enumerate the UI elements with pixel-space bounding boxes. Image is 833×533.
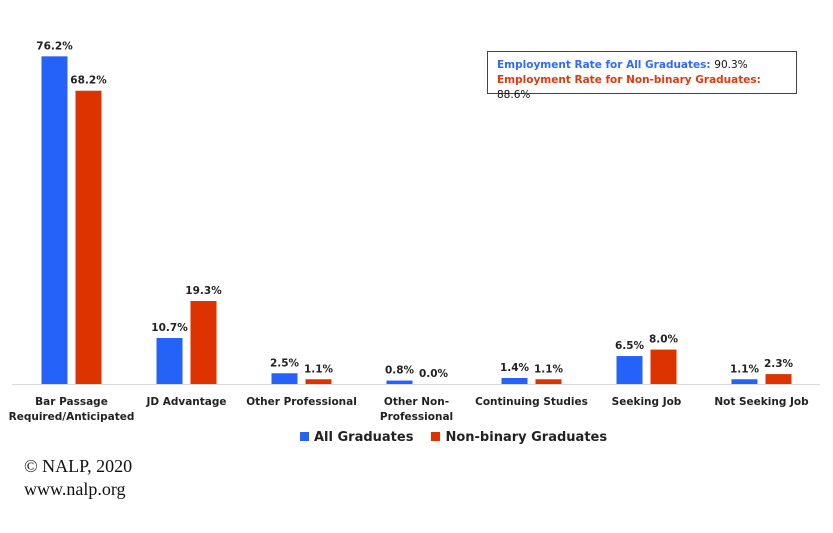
x-tick-label: Other Non- — [384, 396, 449, 408]
x-tick-label: Not Seeking Job — [714, 396, 809, 408]
data-label: 1.1% — [304, 363, 334, 375]
data-label: 19.3% — [185, 285, 222, 297]
employment-rate-all: Employment Rate for All Graduates: 90.3% — [497, 58, 796, 73]
website: www.nalp.org — [24, 479, 126, 499]
bar-nonbinary — [190, 301, 217, 384]
data-label: 0.0% — [419, 368, 449, 380]
x-tick-label: Required/Anticipated — [9, 411, 135, 423]
copyright: © NALP, 2020 — [24, 456, 133, 476]
data-label: 0.8% — [385, 365, 415, 377]
x-tick-label: Professional — [380, 411, 453, 423]
data-label: 1.1% — [534, 363, 564, 375]
bar-nonbinary — [765, 374, 792, 384]
credit: © NALP, 2020 www.nalp.org — [24, 455, 132, 501]
data-label: 6.5% — [615, 340, 645, 352]
bar-all — [616, 356, 643, 384]
legend-item-nonbinary: Non-binary Graduates — [431, 430, 607, 445]
bar-nonbinary — [650, 349, 677, 384]
bar-nonbinary — [75, 90, 102, 385]
employment-rate-box: Employment Rate for All Graduates: 90.3%… — [487, 51, 797, 101]
bar-all — [731, 379, 758, 384]
employment-rate-nb-label: Employment Rate for Non-binary Graduates… — [497, 74, 761, 86]
bar-nonbinary — [305, 379, 332, 384]
data-label: 1.1% — [730, 363, 760, 375]
employment-rate-nb-value: 88.6% — [497, 89, 531, 101]
data-label: 2.3% — [764, 358, 794, 370]
x-tick-label: Continuing Studies — [475, 396, 588, 408]
data-label: 1.4% — [500, 362, 530, 374]
x-tick-label: Bar Passage — [35, 396, 108, 408]
bar-nonbinary — [535, 379, 562, 384]
legend-swatch-nonbinary — [431, 432, 441, 441]
bar-all — [271, 373, 298, 384]
employment-rate-all-label: Employment Rate for All Graduates: — [497, 59, 711, 71]
legend-label-nonbinary: Non-binary Graduates — [445, 430, 608, 445]
legend-label-all: All Graduates — [314, 430, 414, 445]
bar-all — [41, 56, 68, 385]
legend-swatch-all — [300, 432, 309, 441]
bar-all — [156, 337, 183, 384]
x-tick-label: Other Professional — [246, 396, 357, 408]
data-label: 68.2% — [70, 75, 107, 87]
legend-item-all: All Graduates — [300, 430, 413, 445]
data-label: 10.7% — [151, 322, 188, 334]
x-tick-label: Seeking Job — [612, 396, 682, 408]
bar-all — [386, 380, 413, 384]
legend: All Graduates Non-binary Graduates — [300, 430, 607, 445]
bar-all — [501, 377, 528, 384]
employment-rate-all-value: 90.3% — [714, 59, 748, 71]
data-label: 8.0% — [649, 334, 679, 346]
employment-rate-nonbinary: Employment Rate for Non-binary Graduates… — [497, 73, 796, 103]
data-label: 2.5% — [270, 357, 300, 369]
x-tick-label: JD Advantage — [145, 396, 226, 408]
data-label: 76.2% — [36, 40, 73, 52]
